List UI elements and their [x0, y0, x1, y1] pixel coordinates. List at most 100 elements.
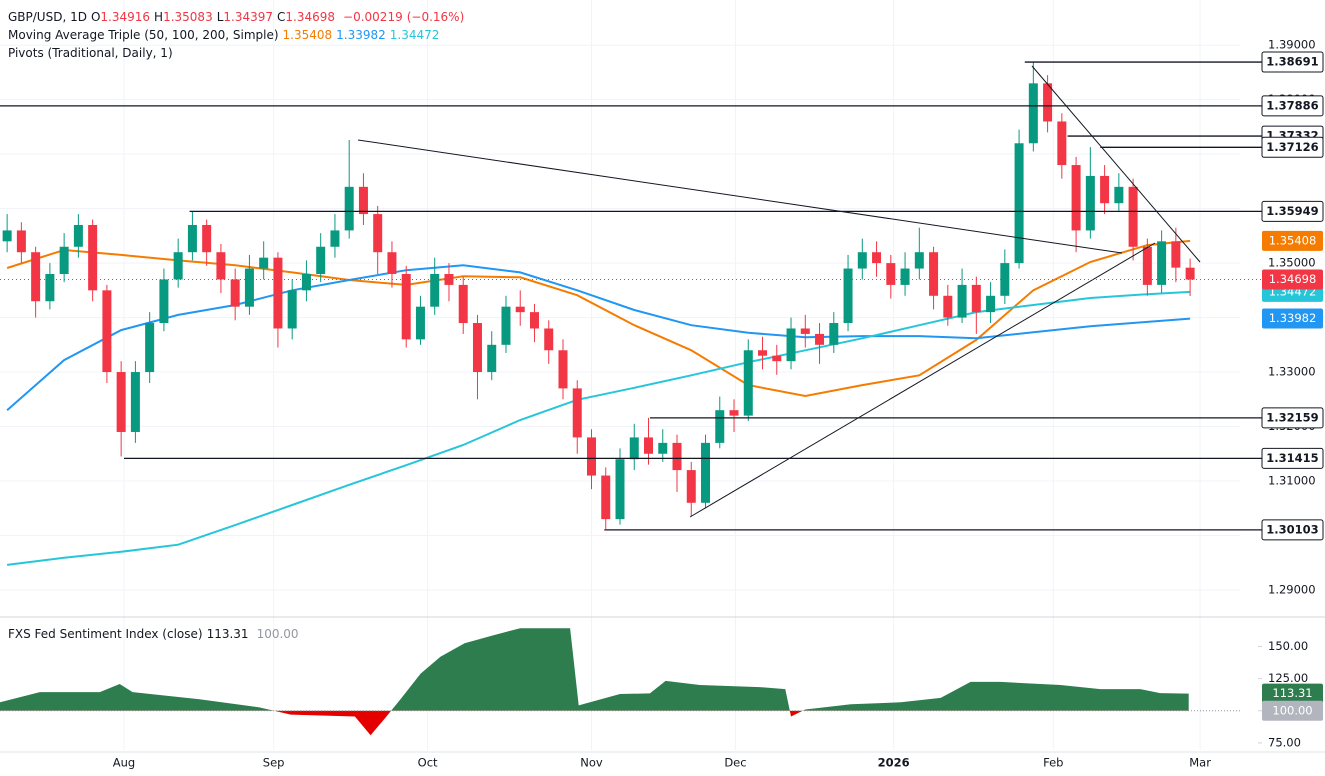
candle-body	[715, 410, 725, 443]
trendline	[357, 139, 1123, 254]
candle-body	[45, 273, 55, 302]
ma-box	[1262, 308, 1323, 329]
candle-body	[202, 224, 212, 253]
candle-body	[387, 252, 397, 274]
pivot-label: 1.35949	[1266, 204, 1318, 218]
pivot-box	[1261, 136, 1324, 158]
ohlc-prefix: L	[216, 10, 224, 24]
ohlc-value: 1.34397	[223, 10, 274, 24]
indicator-area-up	[0, 628, 1189, 711]
candle-body	[145, 323, 155, 373]
candle-body	[843, 268, 853, 324]
pivot-label: 1.31415	[1266, 451, 1318, 465]
ma-value: 1.35408	[282, 28, 333, 42]
candle-body	[957, 284, 967, 318]
candle-body	[914, 252, 924, 269]
pivot-box	[1261, 51, 1324, 73]
pivot-label: 1.30103	[1266, 522, 1318, 536]
pivot-box	[1261, 407, 1324, 429]
ohlc-value: 1.35083	[163, 10, 213, 24]
trendlines	[357, 65, 1201, 518]
candle-body	[1157, 241, 1167, 285]
candle-body	[658, 442, 668, 454]
indicator-area-down	[274, 710, 803, 736]
ma-values: 1.35408 1.33982 1.34472	[283, 28, 444, 42]
candle-body	[401, 273, 411, 340]
candle-body	[701, 442, 711, 503]
candle-body	[259, 257, 269, 269]
moving-average-line	[6, 290, 1191, 566]
ohlc-value: 1.34916	[100, 10, 151, 24]
candle-body	[800, 328, 810, 334]
pivot-label: 1.32159	[1266, 410, 1318, 424]
pivot-box	[1261, 519, 1324, 541]
y-tick-label: 1.39000	[1268, 38, 1316, 52]
indicator-baseline: 100.00	[256, 627, 299, 641]
candle-body	[857, 252, 867, 269]
candle-body	[971, 284, 981, 313]
candle-body	[1100, 175, 1110, 204]
ma-value: 1.33982	[336, 28, 386, 42]
candle-body	[572, 388, 582, 438]
candle-body	[615, 459, 625, 520]
y-tick-label: 150.00	[1268, 639, 1308, 653]
ma-title: Moving Average Triple (50, 100, 200, Sim…	[8, 28, 279, 42]
x-tick-label: Dec	[724, 756, 746, 770]
candle-body	[815, 333, 825, 345]
candle-body	[686, 470, 696, 503]
candle-body	[672, 442, 682, 471]
candle-body	[943, 295, 953, 318]
candle-body	[415, 306, 425, 340]
candle-body	[629, 437, 639, 460]
pivot-box	[1261, 200, 1324, 222]
x-tick-label: Sep	[263, 756, 285, 770]
pivot-box	[1261, 95, 1324, 117]
candle-body	[472, 323, 482, 373]
candle-body	[900, 268, 910, 285]
indicator-last: 113.31	[206, 627, 249, 641]
candle-body	[501, 306, 511, 345]
pivot-label: 1.37886	[1266, 98, 1318, 112]
indicator-title: FXS Fed Sentiment Index (close)	[8, 627, 203, 641]
candle-body	[88, 224, 98, 291]
candle-body	[358, 186, 368, 215]
x-tick-label: Aug	[113, 756, 135, 770]
y-tick-label: 75.00	[1268, 735, 1301, 749]
candle-body	[130, 372, 140, 432]
candle-body	[829, 323, 839, 345]
candle-body	[1043, 83, 1053, 122]
indicator-value: 113.31	[207, 627, 253, 641]
x-tick-label: Feb	[1043, 756, 1063, 770]
candle-body	[2, 230, 12, 242]
last-price-label: 1.34698	[1269, 272, 1317, 286]
ma-value: 1.34472	[389, 28, 440, 42]
candle-body	[16, 230, 26, 253]
axis-labels: 113.31100.001.386911.378861.373321.37126…	[1261, 51, 1324, 721]
candle-body	[73, 224, 83, 247]
candle-body	[344, 186, 354, 231]
candle-body	[1171, 241, 1181, 268]
candle-body	[287, 290, 297, 329]
candle-body	[1142, 246, 1152, 285]
legend-indicator: FXS Fed Sentiment Index (close) 113.31 100…	[8, 625, 303, 643]
candle-body	[1185, 267, 1195, 280]
pivot-label: 1.37126	[1266, 140, 1318, 154]
value-box	[1262, 683, 1323, 704]
candle-body	[786, 328, 796, 362]
pivot-label: 1.38691	[1266, 55, 1318, 69]
candle-body	[1128, 186, 1138, 247]
pivot-box	[1261, 447, 1324, 469]
candle-body	[872, 252, 882, 264]
candle-body	[529, 312, 539, 329]
candle-body	[772, 355, 782, 362]
x-tick-label: Nov	[580, 756, 603, 770]
candle-body	[102, 290, 112, 373]
candle-body	[1057, 121, 1067, 166]
candle-body	[244, 268, 254, 307]
candle-body	[558, 350, 568, 389]
candle-body	[216, 252, 226, 280]
pivots	[0, 61, 1262, 531]
candle-body	[601, 475, 611, 520]
